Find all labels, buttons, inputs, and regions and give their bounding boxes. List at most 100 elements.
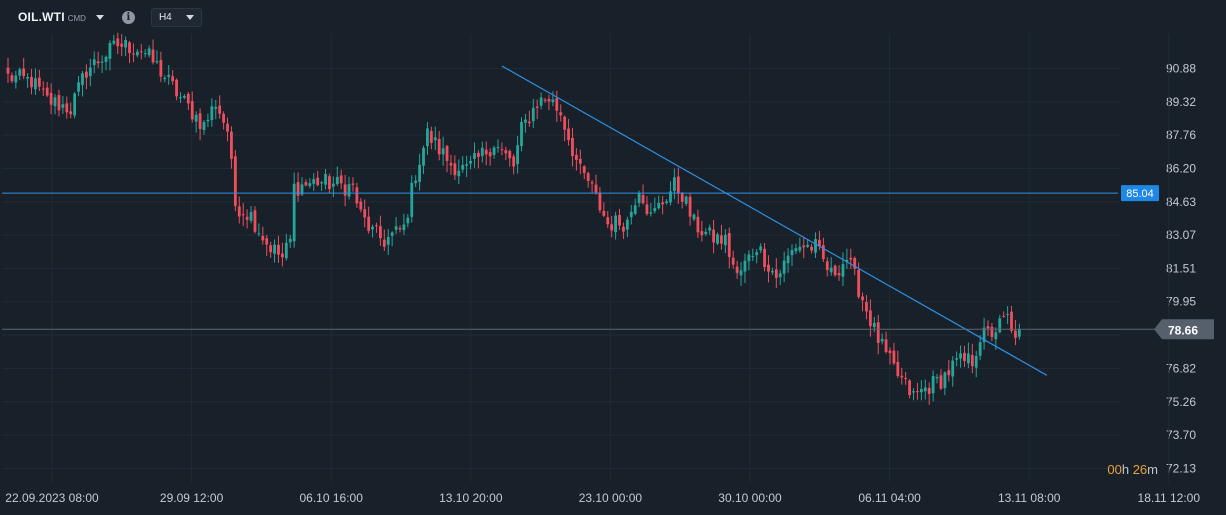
candle-body [41, 88, 45, 90]
candle-body [214, 106, 218, 109]
candle-body [269, 245, 273, 253]
candle-body [606, 217, 610, 225]
candle-body [563, 116, 567, 130]
candle-body [1017, 329, 1021, 337]
candle-body [155, 61, 159, 63]
chevron-down-icon[interactable] [95, 14, 104, 20]
candle-body [281, 253, 284, 258]
candle-body [304, 182, 308, 186]
level-price-label: 85.04 [1126, 188, 1154, 200]
candle-body [488, 152, 492, 157]
candle-body [974, 355, 978, 368]
candle-body [700, 231, 704, 236]
candle-body [116, 38, 120, 47]
candle-body [939, 375, 943, 389]
candle-body [65, 103, 69, 113]
candle-body [794, 248, 798, 252]
candle-body [970, 355, 974, 367]
candle-body [371, 226, 374, 230]
current-price-label: 78.66 [1168, 323, 1198, 337]
candle-body [96, 61, 100, 64]
candle-body [802, 245, 806, 248]
candle-body [602, 210, 606, 216]
candle-body [586, 173, 590, 181]
candle-body [128, 42, 131, 54]
candle-body [567, 128, 570, 141]
y-tick-label: 81.51 [1166, 261, 1196, 275]
x-tick-label: 13.10 20:00 [439, 491, 503, 505]
candle-body [767, 264, 770, 272]
candle-body [375, 225, 378, 227]
candle-body [163, 77, 167, 80]
candle-body [818, 239, 821, 246]
candle-body [179, 97, 182, 99]
candle-body [484, 149, 488, 155]
candle-body [641, 194, 645, 204]
candle-body [833, 265, 837, 276]
candle-body [363, 209, 367, 218]
candle-body [77, 82, 80, 92]
candle-body [955, 358, 959, 360]
candle-body [410, 182, 414, 217]
candle-body [316, 177, 320, 186]
candle-body [312, 179, 316, 184]
candle-body [625, 219, 629, 230]
candle-body [947, 370, 951, 376]
candle-body [175, 79, 178, 97]
candle-body [967, 353, 970, 364]
candle-body [959, 353, 962, 359]
symbol-name[interactable]: OIL.WTI [18, 10, 65, 24]
x-tick-label: 22.09.2023 08:00 [5, 491, 99, 505]
candle-body [241, 214, 245, 216]
candle-body [355, 187, 359, 204]
candle-body [190, 101, 194, 120]
candle-body [790, 250, 794, 256]
candle-body [786, 255, 790, 264]
candle-body [245, 216, 249, 220]
candle-body [226, 123, 229, 132]
candle-body [320, 182, 323, 184]
candle-body [880, 338, 884, 342]
info-icon[interactable]: i [121, 10, 135, 24]
candle-body [778, 273, 782, 278]
candle-body [18, 69, 22, 76]
candle-body [139, 51, 143, 53]
candle-body [414, 180, 418, 184]
candle-body [927, 387, 931, 394]
candle-body [618, 215, 621, 226]
candle-body [872, 322, 876, 328]
candle-body [712, 229, 715, 243]
candle-body [559, 112, 563, 116]
x-tick-label: 23.10 00:00 [579, 491, 643, 505]
candle-body [406, 217, 410, 224]
candle-body [429, 131, 433, 143]
candle-body [853, 258, 857, 269]
candle-body [935, 377, 939, 379]
candle-body [104, 56, 108, 62]
y-tick-label: 90.88 [1166, 62, 1196, 76]
level-price-tag [1121, 185, 1159, 202]
candle-body [931, 375, 935, 394]
candle-body [132, 53, 135, 55]
candle-body [575, 154, 578, 160]
candle-body [339, 175, 343, 184]
candle-body [676, 176, 680, 194]
candle-body [230, 131, 233, 159]
candle-body [457, 170, 461, 177]
candle-body [524, 119, 527, 123]
candle-body [398, 228, 402, 230]
candle-body [418, 164, 421, 182]
trend-line[interactable] [501, 65, 1048, 376]
candle-body [806, 244, 810, 247]
current-price-tag [1154, 319, 1214, 340]
candle-body [394, 226, 398, 230]
candle-body [998, 318, 1002, 333]
candle-body [85, 71, 88, 78]
timeframe-select[interactable]: H4 [150, 7, 202, 27]
candle-body [657, 202, 661, 209]
timeframe-value: H4 [158, 11, 172, 23]
candle-body [908, 380, 911, 396]
candle-body [661, 202, 665, 205]
candle-body [723, 234, 727, 246]
